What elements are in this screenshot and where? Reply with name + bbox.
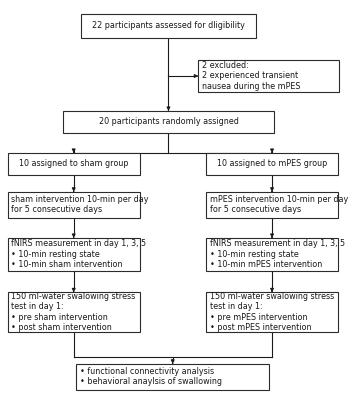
FancyBboxPatch shape [206, 238, 338, 271]
Text: 20 participants randomly assigned: 20 participants randomly assigned [99, 118, 238, 126]
FancyBboxPatch shape [8, 292, 139, 332]
Text: 150 ml-water swalowing stress
test in day 1:
• pre mPES intervention
• post mPES: 150 ml-water swalowing stress test in da… [210, 292, 334, 332]
FancyBboxPatch shape [206, 153, 338, 175]
FancyBboxPatch shape [198, 60, 339, 92]
FancyBboxPatch shape [76, 364, 269, 390]
FancyBboxPatch shape [8, 153, 139, 175]
FancyBboxPatch shape [63, 111, 274, 133]
Text: mPES intervention 10-min per day
for 5 consecutive days: mPES intervention 10-min per day for 5 c… [210, 195, 348, 214]
Text: 10 assigned to mPES group: 10 assigned to mPES group [217, 160, 327, 168]
FancyBboxPatch shape [81, 14, 256, 38]
FancyBboxPatch shape [206, 292, 338, 332]
Text: 10 assigned to sham group: 10 assigned to sham group [19, 160, 128, 168]
Text: fNIRS measurement in day 1, 3, 5
• 10-min resting state
• 10-min mPES interventi: fNIRS measurement in day 1, 3, 5 • 10-mi… [210, 240, 345, 269]
FancyBboxPatch shape [206, 192, 338, 218]
FancyBboxPatch shape [8, 238, 139, 271]
Text: • functional connectivity analysis
• behavioral anaylsis of swallowing: • functional connectivity analysis • beh… [80, 367, 222, 386]
FancyBboxPatch shape [8, 192, 139, 218]
Text: 150 ml-water swalowing stress
test in day 1:
• pre sham intervention
• post sham: 150 ml-water swalowing stress test in da… [11, 292, 135, 332]
Text: sham intervention 10-min per day
for 5 consecutive days: sham intervention 10-min per day for 5 c… [11, 195, 149, 214]
Text: 2 excluded:
2 experienced transient
nausea during the mPES: 2 excluded: 2 experienced transient naus… [202, 61, 300, 91]
Text: fNIRS measurement in day 1, 3, 5
• 10-min resting state
• 10-min sham interventi: fNIRS measurement in day 1, 3, 5 • 10-mi… [11, 240, 146, 269]
Text: 22 participants assessed for dligibility: 22 participants assessed for dligibility [92, 22, 245, 30]
